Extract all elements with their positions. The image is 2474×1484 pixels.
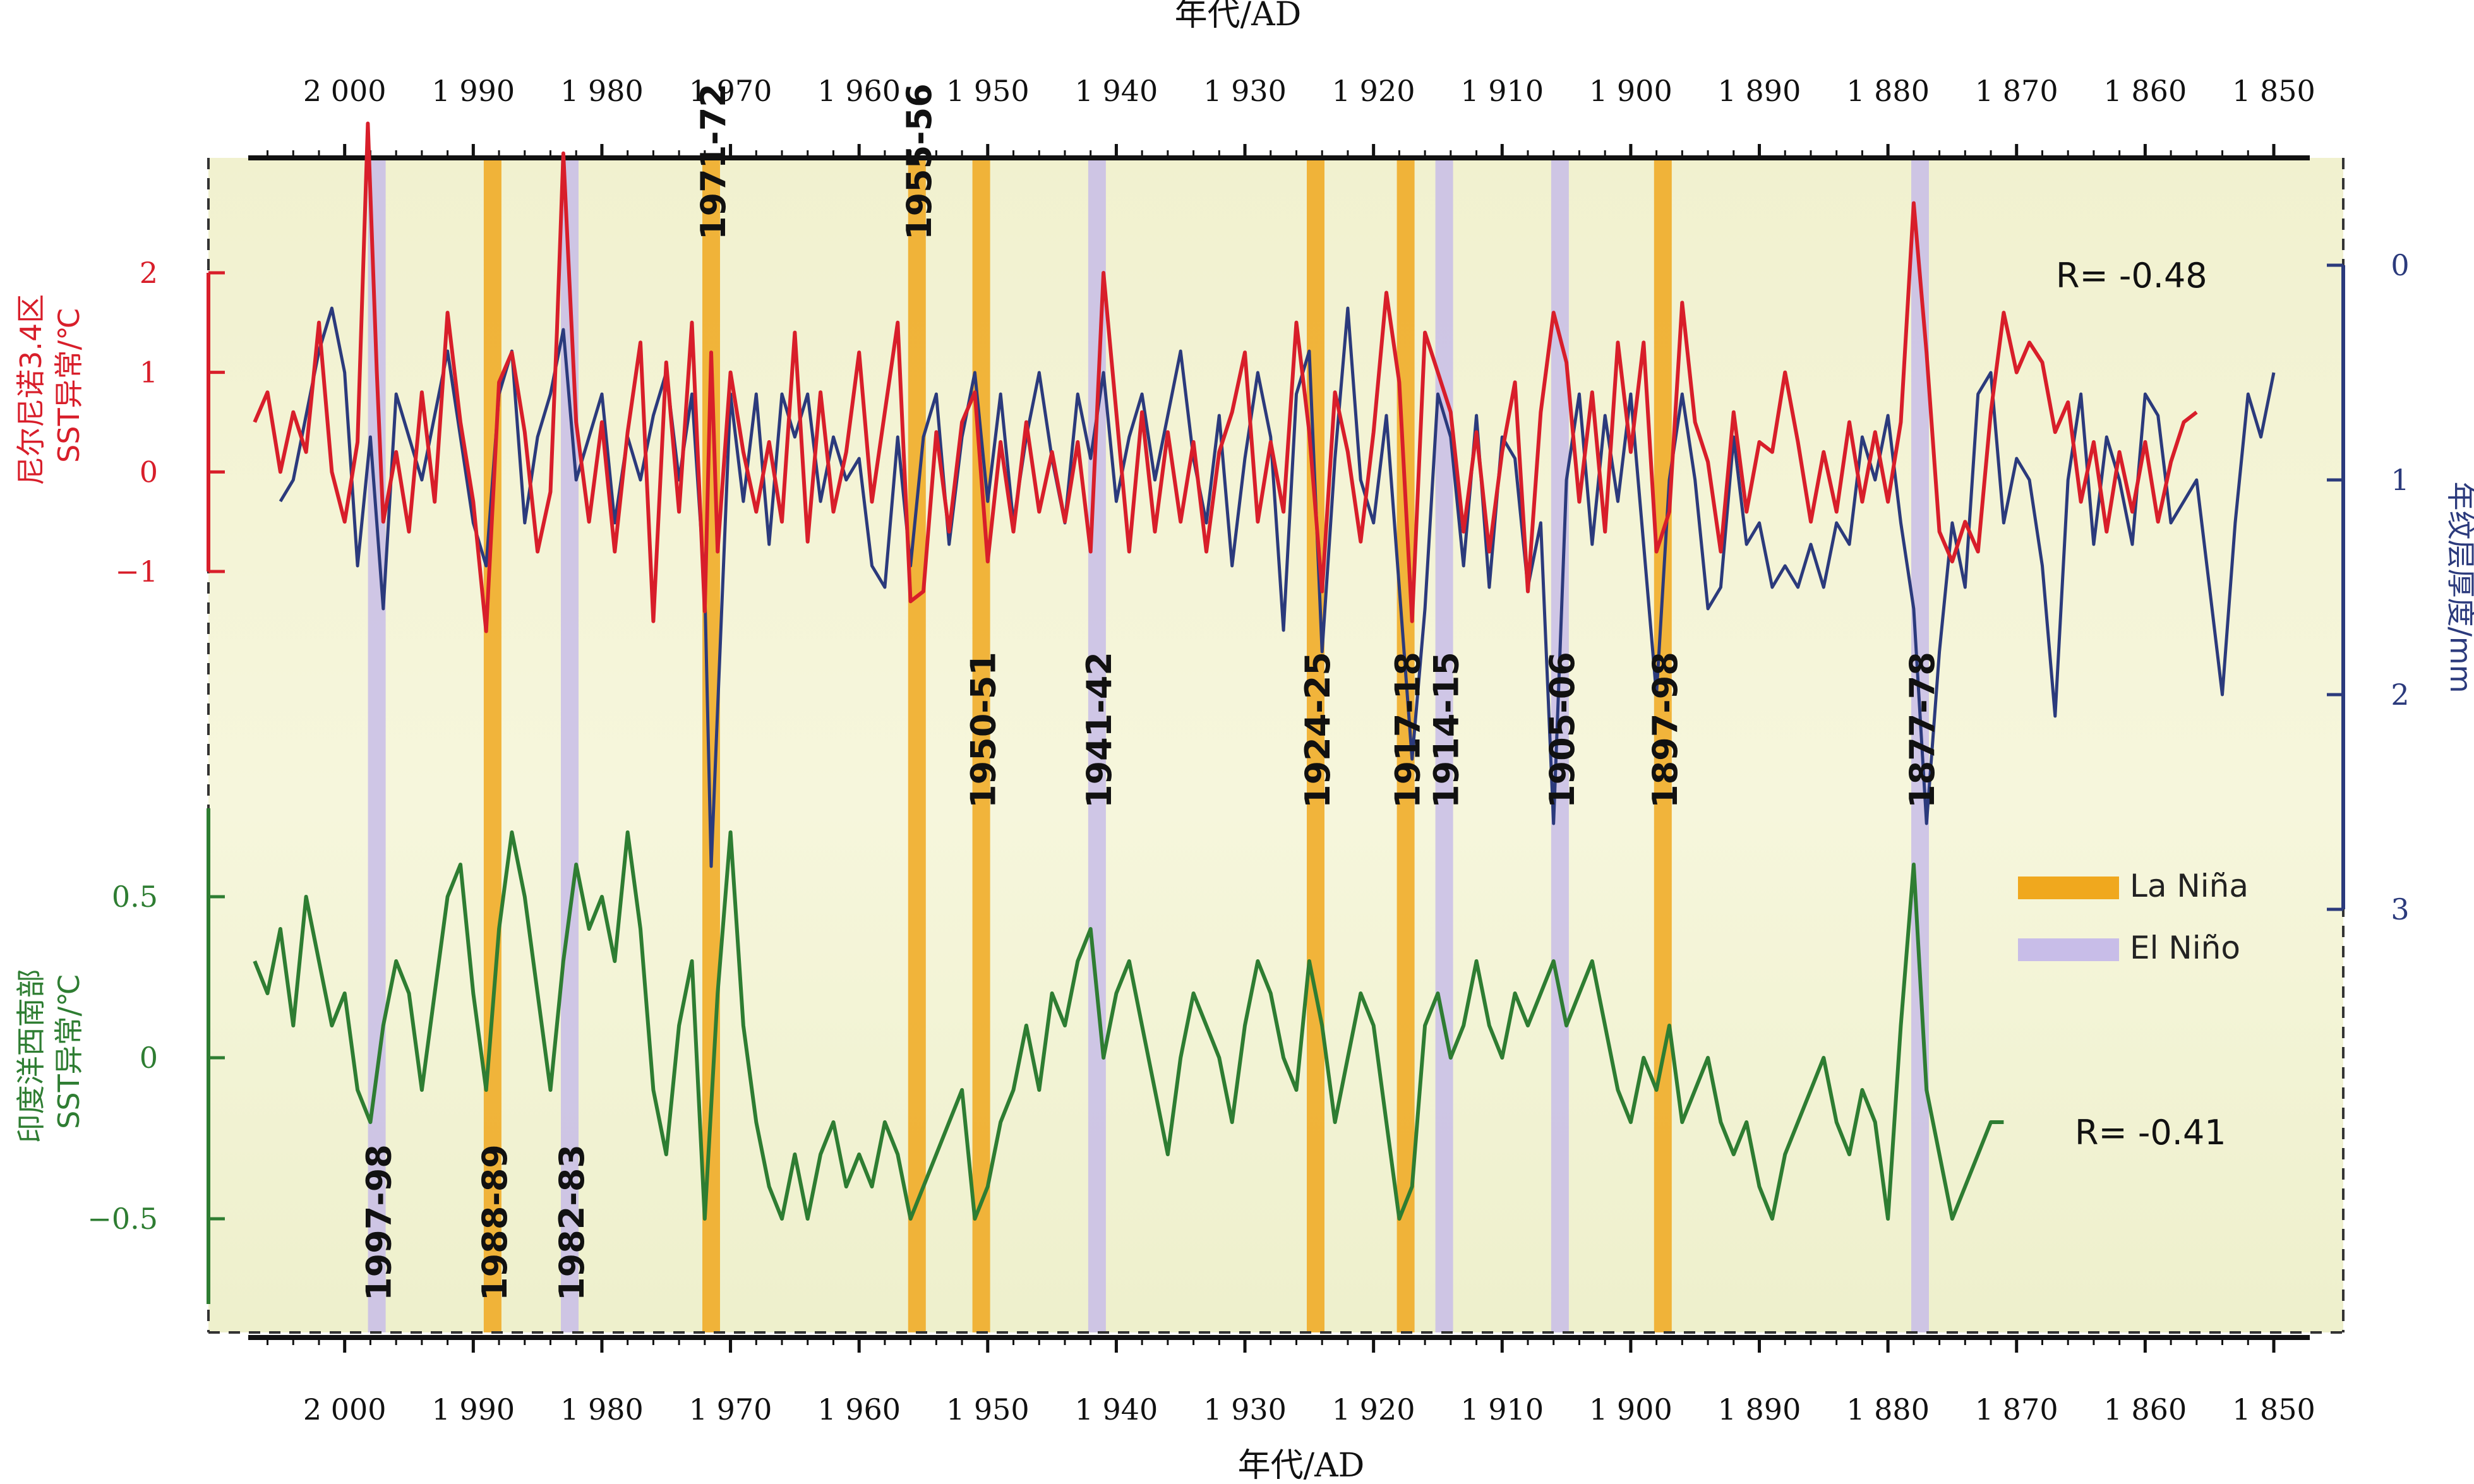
x-top-tick-label: 1 890 [1718, 74, 1801, 108]
series-group [253, 121, 2276, 1221]
x-top-tick-label: 1 930 [1203, 74, 1287, 108]
x-top-tick-label: 1 860 [2104, 74, 2187, 108]
series-line-varve [279, 306, 2276, 868]
event-label-1914-15: 1914-15 [1427, 652, 1467, 808]
x-bottom-tick-label: 1 850 [2232, 1392, 2315, 1427]
x-bottom-tick-label: 1 950 [946, 1392, 1030, 1427]
event-label-1982-83: 1982-83 [552, 1144, 592, 1301]
y-axis-varve: 年纹层厚度/mm 0 1 2 3 [2327, 248, 2474, 926]
x-top-tick-label: 1 880 [1846, 74, 1930, 108]
x-bottom-tick-label: 1 970 [689, 1392, 772, 1427]
legend-label-el-nino: El Niño [2130, 930, 2240, 966]
x-bottom-tick-label: 2 000 [303, 1392, 387, 1427]
event-label-1924-25: 1924-25 [1298, 652, 1338, 808]
varve-tick-label: 3 [2391, 892, 2409, 926]
x-axis-top: 年代/AD 2 000 1 990 1 980 1 970 1 960 1 950 1 94… [248, 0, 2315, 160]
event-label-1971-72: 1971-72 [694, 83, 733, 240]
varve-tick-label: 1 [2391, 463, 2409, 497]
band-1914-15 [1435, 158, 1453, 1332]
legend: La Niña El Niño [2018, 868, 2249, 966]
io-tick-label: 0.5 [112, 880, 158, 914]
event-labels: 1997-98 1988-89 1982-83 1971-72 1955-56 1950-… [359, 83, 1942, 1301]
x-top-tick-label: 1 960 [817, 74, 901, 108]
band-1955-56 [908, 158, 926, 1332]
x-axis-top-title: 年代/AD [1175, 0, 1302, 33]
event-bands [368, 158, 1929, 1332]
x-top-tick-label: 1 950 [946, 74, 1030, 108]
event-label-1988-89: 1988-89 [475, 1144, 515, 1301]
y-axis-varve-title: 年纹层厚度/mm [2444, 481, 2474, 693]
nino-tick-label: 1 [140, 356, 158, 390]
y-axis-nino-title: 尼尔尼诺3.4区 SST异常/℃ [14, 285, 86, 486]
x-bottom-tick-label: 1 890 [1718, 1392, 1801, 1427]
x-bottom-tick-label: 1 860 [2104, 1392, 2187, 1427]
x-bottom-tick-label: 1 880 [1846, 1392, 1930, 1427]
x-bottom-tick-label: 1 960 [817, 1392, 901, 1427]
varve-tick-label: 0 [2391, 248, 2409, 282]
annotation-r-io: R= -0.41 [2075, 1113, 2226, 1152]
y-axis-io-title: 印度洋西南部 SST异常/℃ [14, 960, 86, 1144]
nino-tick-label: 0 [140, 455, 158, 489]
x-bottom-tick-label: 1 990 [431, 1392, 515, 1427]
x-axis-bottom-title: 年代/AD [1238, 1447, 1365, 1484]
annotation-r-nino: R= -0.48 [2056, 256, 2207, 296]
legend-swatch-el-nino [2018, 938, 2119, 961]
band-1941-42 [1088, 158, 1106, 1332]
x-top-tick-label: 1 970 [689, 74, 772, 108]
x-top-tick-label: 1 980 [560, 74, 644, 108]
event-label-1941-42: 1941-42 [1079, 652, 1119, 808]
y-axis-io: 印度洋西南部 SST异常/℃ 0.5 0 −0.5 [14, 808, 225, 1304]
plot-background [208, 158, 2343, 1332]
series-line-io [253, 830, 2004, 1221]
io-tick-label: 0 [140, 1041, 158, 1075]
x-top-tick-label: 1 870 [1975, 74, 2058, 108]
band-1897-98 [1654, 158, 1672, 1332]
event-label-1897-98: 1897-98 [1645, 652, 1685, 808]
event-label-1905-06: 1905-06 [1542, 652, 1582, 808]
legend-swatch-la-nina [2018, 877, 2119, 899]
y-axis-nino: 尼尔尼诺3.4区 SST异常/℃ 2 1 0 −1 [14, 256, 225, 589]
event-label-1997-98: 1997-98 [359, 1144, 399, 1301]
x-bottom-tick-label: 1 980 [560, 1392, 644, 1427]
nino-tick-label: 2 [140, 256, 158, 290]
io-tick-label: −0.5 [87, 1202, 158, 1236]
event-label-1877-78: 1877-78 [1902, 652, 1942, 808]
x-top-tick-label: 2 000 [303, 74, 387, 108]
x-top-tick-label: 1 940 [1075, 74, 1158, 108]
x-top-tick-label: 1 920 [1332, 74, 1415, 108]
legend-label-la-nina: La Niña [2130, 868, 2249, 904]
x-bottom-tick-label: 1 920 [1332, 1392, 1415, 1427]
x-bottom-tick-label: 1 940 [1075, 1392, 1158, 1427]
x-bottom-tick-label: 1 900 [1589, 1392, 1672, 1427]
x-top-tick-label: 1 910 [1460, 74, 1544, 108]
x-top-tick-label: 1 850 [2232, 74, 2315, 108]
x-top-tick-label: 1 900 [1589, 74, 1672, 108]
event-label-1950-51: 1950-51 [964, 652, 1004, 808]
x-bottom-tick-label: 1 910 [1460, 1392, 1544, 1427]
nino-tick-label: −1 [115, 554, 158, 589]
varve-tick-label: 2 [2391, 678, 2409, 712]
event-label-1955-56: 1955-56 [899, 83, 939, 240]
x-bottom-tick-label: 1 930 [1203, 1392, 1287, 1427]
series-line-nino [253, 121, 2198, 633]
band-1988-89 [483, 158, 501, 1332]
x-bottom-tick-label: 1 870 [1975, 1392, 2058, 1427]
event-label-1917-18: 1917-18 [1388, 652, 1428, 808]
band-1950-51 [972, 158, 990, 1332]
x-axis-bottom: 年代/AD 2 000 1 990 1 980 1 970 1 960 1 950 1 94… [248, 1335, 2315, 1484]
x-top-tick-label: 1 990 [431, 74, 515, 108]
